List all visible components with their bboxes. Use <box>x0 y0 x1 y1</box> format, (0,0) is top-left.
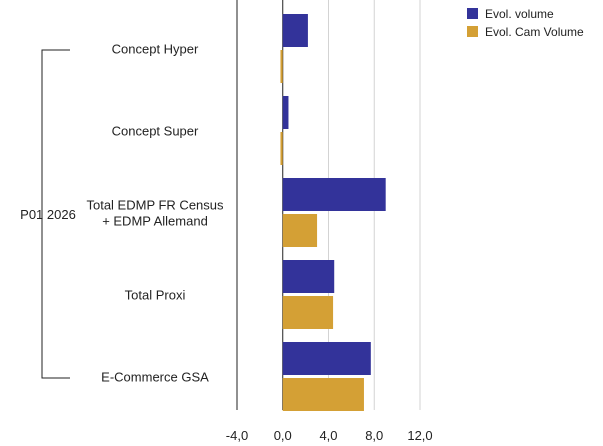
category-label-line: E-Commerce GSA <box>101 370 209 385</box>
x-tick-label: 4,0 <box>319 428 337 443</box>
category-label-line: + EDMP Allemand <box>102 214 208 229</box>
bar-evol-volume <box>282 342 371 375</box>
category-label-line: Concept Super <box>112 124 199 139</box>
bars <box>280 14 386 411</box>
bar-evol-cam-volume <box>280 50 283 83</box>
bar-evol-cam-volume <box>282 214 318 247</box>
x-tick-label: 12,0 <box>407 428 432 443</box>
legend: Evol. volume Evol. Cam Volume <box>467 7 584 39</box>
bar-evol-volume <box>282 96 289 129</box>
x-tick-label: 0,0 <box>274 428 292 443</box>
legend-swatch <box>467 26 478 37</box>
legend-swatch <box>467 8 478 19</box>
category-label: Concept Super <box>112 124 199 139</box>
bar-evol-cam-volume <box>280 132 283 165</box>
bar-evol-cam-volume <box>282 296 334 329</box>
category-label: Concept Hyper <box>112 42 199 57</box>
category-labels: Concept Hyper Concept Super Total EDMP FR … <box>86 42 224 385</box>
bar-evol-volume <box>282 260 335 293</box>
group-bracket-line <box>41 49 70 379</box>
category-label-line: Total Proxi <box>125 288 186 303</box>
category-label: E-Commerce GSA <box>101 370 209 385</box>
group-label: P01 2026 <box>20 207 76 222</box>
bar-evol-cam-volume <box>282 378 364 411</box>
bar-evol-volume <box>282 178 386 211</box>
category-label-line: Total EDMP FR Census <box>86 198 224 213</box>
x-tick-label: 8,0 <box>365 428 383 443</box>
category-label: Total Proxi <box>125 288 186 303</box>
category-label-line: Concept Hyper <box>112 42 199 57</box>
group-bracket: P01 2026 <box>20 49 76 379</box>
legend-label: Evol. Cam Volume <box>485 25 584 39</box>
x-axis-tick-labels: -4,0 0,0 4,0 8,0 12,0 <box>226 428 433 443</box>
bar-evol-volume <box>282 14 308 47</box>
x-tick-label: -4,0 <box>226 428 248 443</box>
category-label: Total EDMP FR Census + EDMP Allemand <box>86 198 224 229</box>
legend-label: Evol. volume <box>485 7 554 21</box>
